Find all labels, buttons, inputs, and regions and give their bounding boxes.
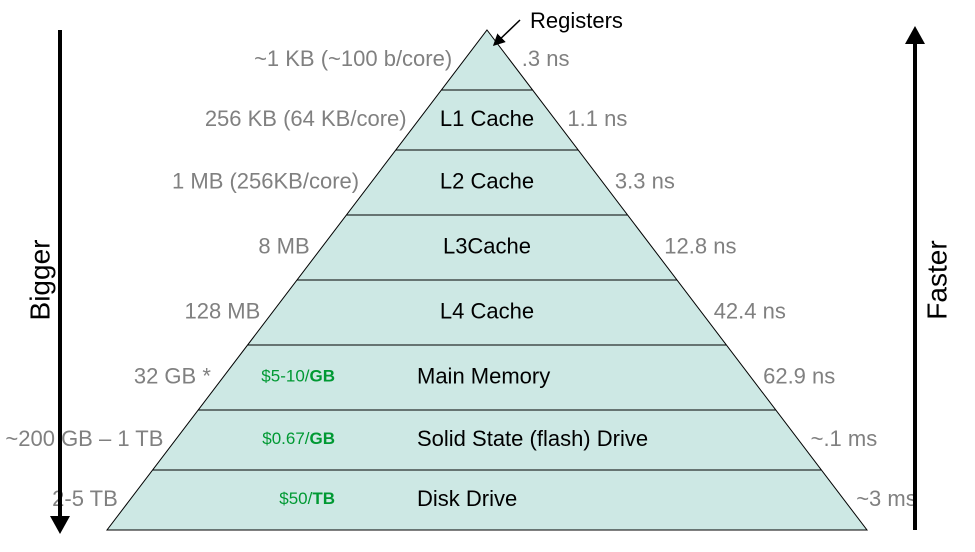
- level-name: Solid State (flash) Drive: [417, 426, 648, 451]
- faster-arrow-head: [905, 26, 925, 44]
- latency-label: 62.9 ns: [763, 363, 835, 388]
- registers-arrow: [494, 20, 520, 45]
- latency-label: .3 ns: [522, 46, 570, 71]
- level-name: L4 Cache: [440, 298, 534, 323]
- latency-label: ~3 ms: [856, 486, 917, 511]
- size-label: 128 MB: [184, 298, 260, 323]
- latency-label: 12.8 ns: [664, 233, 736, 258]
- memory-hierarchy-diagram: ~1 KB (~100 b/core) .3 ns L1 Cache 256 KB (…: [0, 0, 975, 552]
- bigger-label: Bigger: [24, 240, 55, 321]
- size-label: 8 MB: [258, 233, 309, 258]
- price-label: $0.67/GB: [262, 429, 335, 448]
- registers-callout: Registers: [530, 8, 623, 33]
- size-label: 256 KB (64 KB/core): [205, 106, 407, 131]
- latency-label: 3.3 ns: [615, 168, 675, 193]
- size-label: ~200 GB – 1 TB: [5, 426, 163, 451]
- level-name: L3Cache: [443, 233, 531, 258]
- size-label: 2-5 TB: [52, 486, 118, 511]
- price-label: $50/TB: [279, 489, 335, 508]
- level-name: Main Memory: [417, 363, 550, 388]
- size-label: 32 GB *: [134, 363, 211, 388]
- latency-label: 1.1 ns: [567, 106, 627, 131]
- bigger-arrow-head: [50, 516, 70, 534]
- level-name: L1 Cache: [440, 106, 534, 131]
- level-name: L2 Cache: [440, 168, 534, 193]
- price-label: $5-10/GB: [261, 367, 335, 386]
- level-name: Disk Drive: [417, 486, 517, 511]
- faster-label: Faster: [921, 240, 952, 319]
- latency-label: ~.1 ms: [811, 426, 878, 451]
- latency-label: 42.4 ns: [714, 298, 786, 323]
- size-label: ~1 KB (~100 b/core): [254, 46, 452, 71]
- size-label: 1 MB (256KB/core): [172, 168, 359, 193]
